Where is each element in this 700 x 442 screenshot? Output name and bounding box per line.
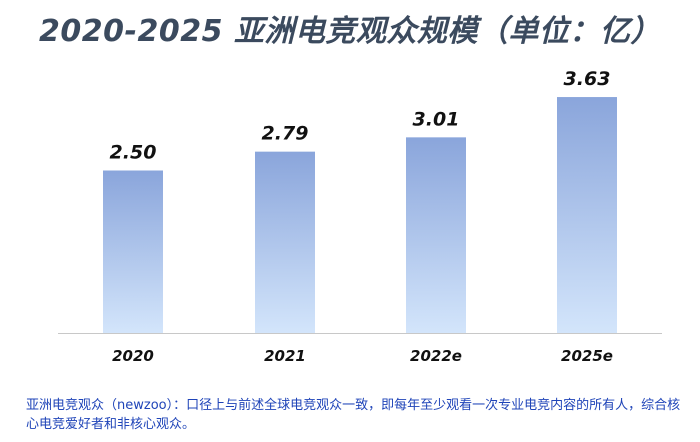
value-label-2021: 2.79 <box>262 123 309 145</box>
bar-2020 <box>103 170 163 333</box>
footnote: 亚洲电竞观众（newzoo）：口径上与前述全球电竞观众一致，即每年至少观看一次专… <box>26 398 681 432</box>
x-tick-label-2021: 2021 <box>264 347 306 365</box>
x-tick-label-2020: 2020 <box>112 347 154 365</box>
bar-2022e <box>406 137 466 333</box>
x-tick-label-2022e: 2022e <box>410 347 462 365</box>
x-tick-label-2025e: 2025e <box>561 347 613 365</box>
value-label-2022e: 3.01 <box>413 108 460 130</box>
chart-title: 2020-2025 亚洲电竞观众规模（单位：亿） <box>39 14 661 49</box>
bar-2021 <box>255 151 315 333</box>
value-label-2025e: 3.63 <box>564 68 611 90</box>
value-label-2020: 2.50 <box>110 142 157 164</box>
bar-2025e <box>557 97 617 333</box>
